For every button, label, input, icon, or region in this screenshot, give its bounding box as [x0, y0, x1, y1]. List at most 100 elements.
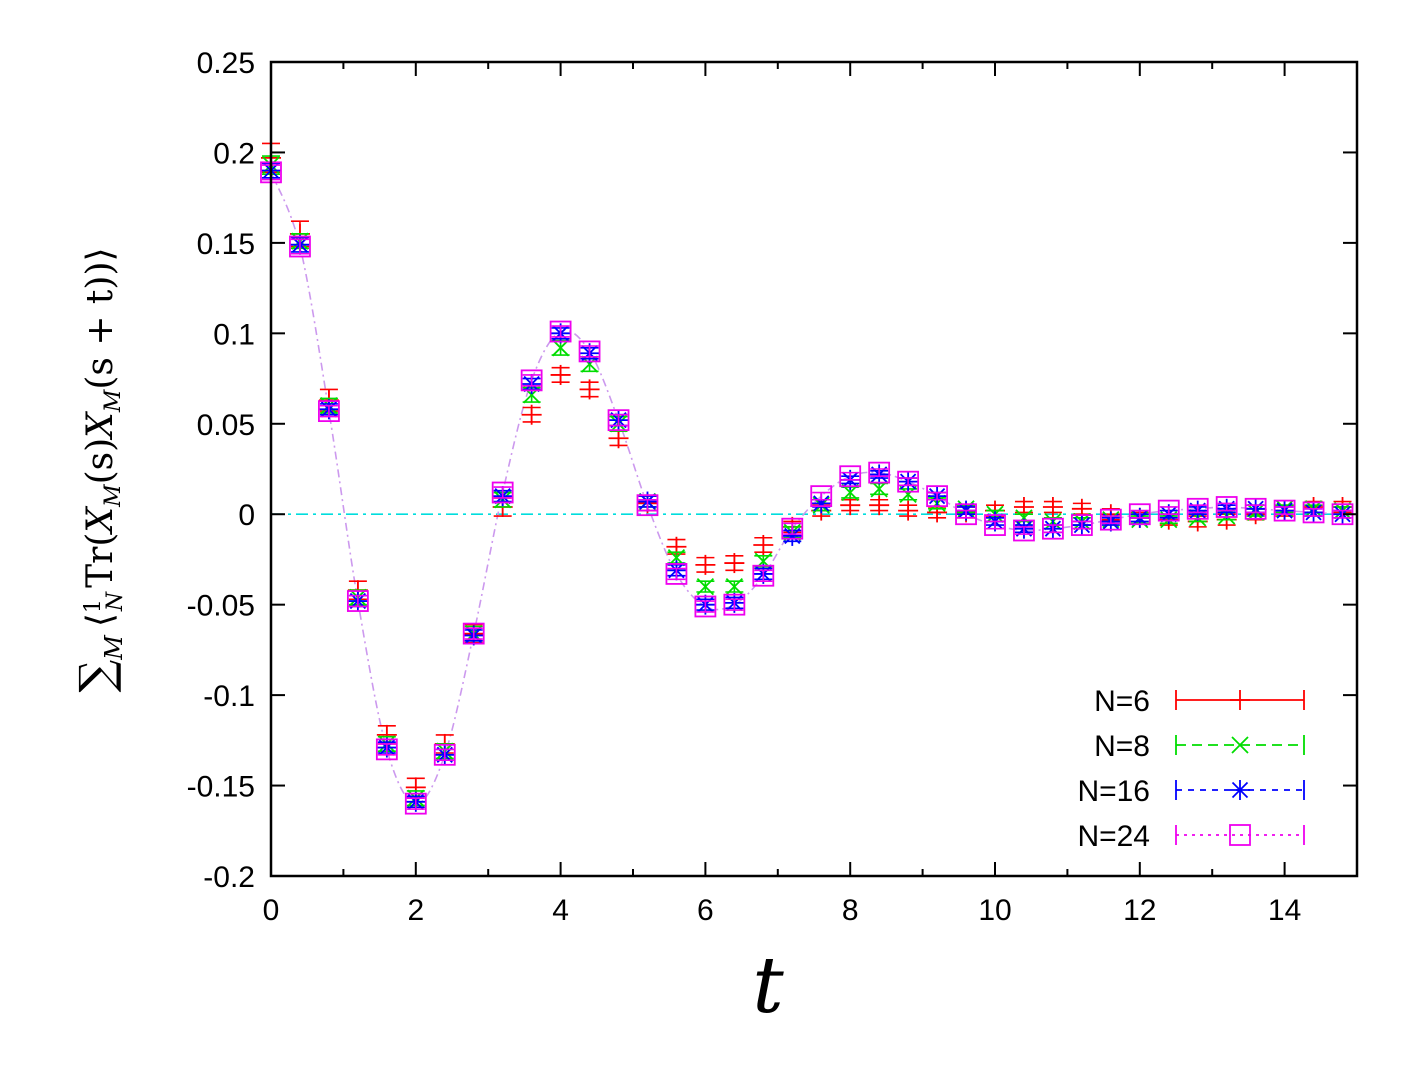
error-bar — [435, 748, 454, 762]
data-point — [897, 470, 920, 493]
data-point — [696, 577, 715, 596]
error-bar — [493, 486, 512, 499]
data-point — [1128, 503, 1151, 526]
ylabel-st-arg: (s + t)) — [80, 262, 121, 390]
data-point — [984, 514, 1006, 536]
data-point — [521, 404, 542, 425]
data-point — [1042, 517, 1064, 540]
error-bar — [870, 468, 889, 478]
ylabel-x1: X — [80, 506, 121, 536]
error-bar — [580, 345, 599, 358]
error-bar — [783, 522, 802, 535]
error-bar — [377, 743, 396, 756]
series-N=16 — [261, 160, 1353, 812]
data-point — [551, 339, 570, 357]
error-bar — [1159, 506, 1178, 516]
data-point — [868, 461, 891, 484]
error-bar — [522, 374, 541, 387]
error-bar — [1188, 504, 1207, 514]
legend-marker — [1229, 824, 1251, 846]
error-bar — [464, 627, 483, 640]
data-point — [926, 485, 948, 508]
error-bar — [841, 471, 860, 481]
data-point — [1099, 508, 1122, 531]
data-point — [433, 743, 456, 766]
data-point — [955, 503, 977, 526]
legend-marker — [1231, 736, 1249, 754]
data-point — [579, 379, 600, 400]
ylabel-close: ⟩ — [80, 247, 121, 261]
error-bar — [348, 594, 367, 608]
ylabel-sum-sub: M — [100, 634, 128, 661]
y-tick-label: -0.2 — [203, 861, 255, 894]
error-bar — [1217, 502, 1236, 512]
data-point — [725, 577, 743, 596]
y-tick-label: 0.15 — [197, 228, 255, 261]
x-tick-label: 14 — [1268, 894, 1301, 927]
data-point — [694, 595, 717, 618]
x-tick-label: 10 — [978, 894, 1011, 927]
data-series — [260, 142, 1354, 815]
data-point — [1302, 501, 1325, 524]
error-bar — [899, 477, 918, 487]
data-point — [869, 495, 890, 516]
error-bar — [725, 598, 744, 611]
x-tick-label: 0 — [263, 894, 280, 927]
error-bar — [1304, 507, 1323, 517]
ylabel-s-arg: (s) — [80, 438, 121, 485]
data-point — [549, 320, 572, 343]
error-bar — [638, 498, 657, 512]
data-point — [724, 553, 745, 574]
data-point — [1244, 497, 1267, 520]
data-point — [841, 483, 859, 502]
y-tick-label: 0.25 — [197, 47, 255, 80]
data-point — [550, 364, 571, 385]
error-bar — [1333, 509, 1352, 519]
data-point — [695, 554, 716, 575]
legend-label: N=8 — [1094, 730, 1150, 763]
data-point — [318, 400, 340, 423]
data-point — [1042, 496, 1063, 517]
x-tick-label: 4 — [552, 894, 569, 927]
legend-entry: N=24 — [1077, 820, 1305, 853]
y-tick-label: -0.05 — [187, 590, 255, 623]
legend-label: N=6 — [1094, 685, 1150, 718]
data-point — [491, 481, 514, 504]
data-point — [665, 563, 688, 585]
error-bar — [406, 797, 425, 810]
data-point — [781, 517, 804, 540]
data-point — [1273, 499, 1296, 522]
legend-entry: N=16 — [1077, 775, 1305, 808]
reference-lines — [270, 172, 1357, 805]
error-bar — [1072, 520, 1091, 530]
error-bar — [754, 569, 773, 582]
data-point — [667, 548, 686, 567]
error-bar — [928, 491, 947, 501]
data-point — [723, 593, 746, 616]
error-bar — [551, 325, 570, 338]
ylabel-tr: Tr( — [80, 533, 121, 588]
error-bar — [1014, 526, 1033, 535]
ylabel-frac-den: N — [103, 591, 128, 612]
data-point — [578, 340, 601, 363]
data-point — [1013, 519, 1035, 542]
ylabel-x1-sub: M — [101, 484, 126, 508]
series-N=24 — [260, 161, 1354, 815]
data-point — [870, 480, 888, 498]
data-point — [753, 534, 774, 555]
data-point — [1070, 514, 1093, 536]
x-tick-label: 12 — [1123, 894, 1156, 927]
error-bar — [667, 567, 686, 581]
data-point — [346, 590, 369, 612]
series-N=8 — [262, 155, 1352, 807]
x-tick-label: 2 — [407, 894, 424, 927]
axes: 0 2 4 6 8 10 12 14 0.25 0.2 0.15 0.1 0.05 0 -0.05 -0.1 -… — [187, 47, 1358, 927]
error-bar — [1130, 509, 1149, 519]
error-bar — [957, 509, 976, 519]
y-tick-label: -0.15 — [187, 771, 255, 804]
x-tick-label: 6 — [697, 894, 714, 927]
data-point — [1215, 496, 1238, 518]
error-bar — [812, 491, 831, 501]
x-tick-label: 8 — [842, 894, 859, 927]
